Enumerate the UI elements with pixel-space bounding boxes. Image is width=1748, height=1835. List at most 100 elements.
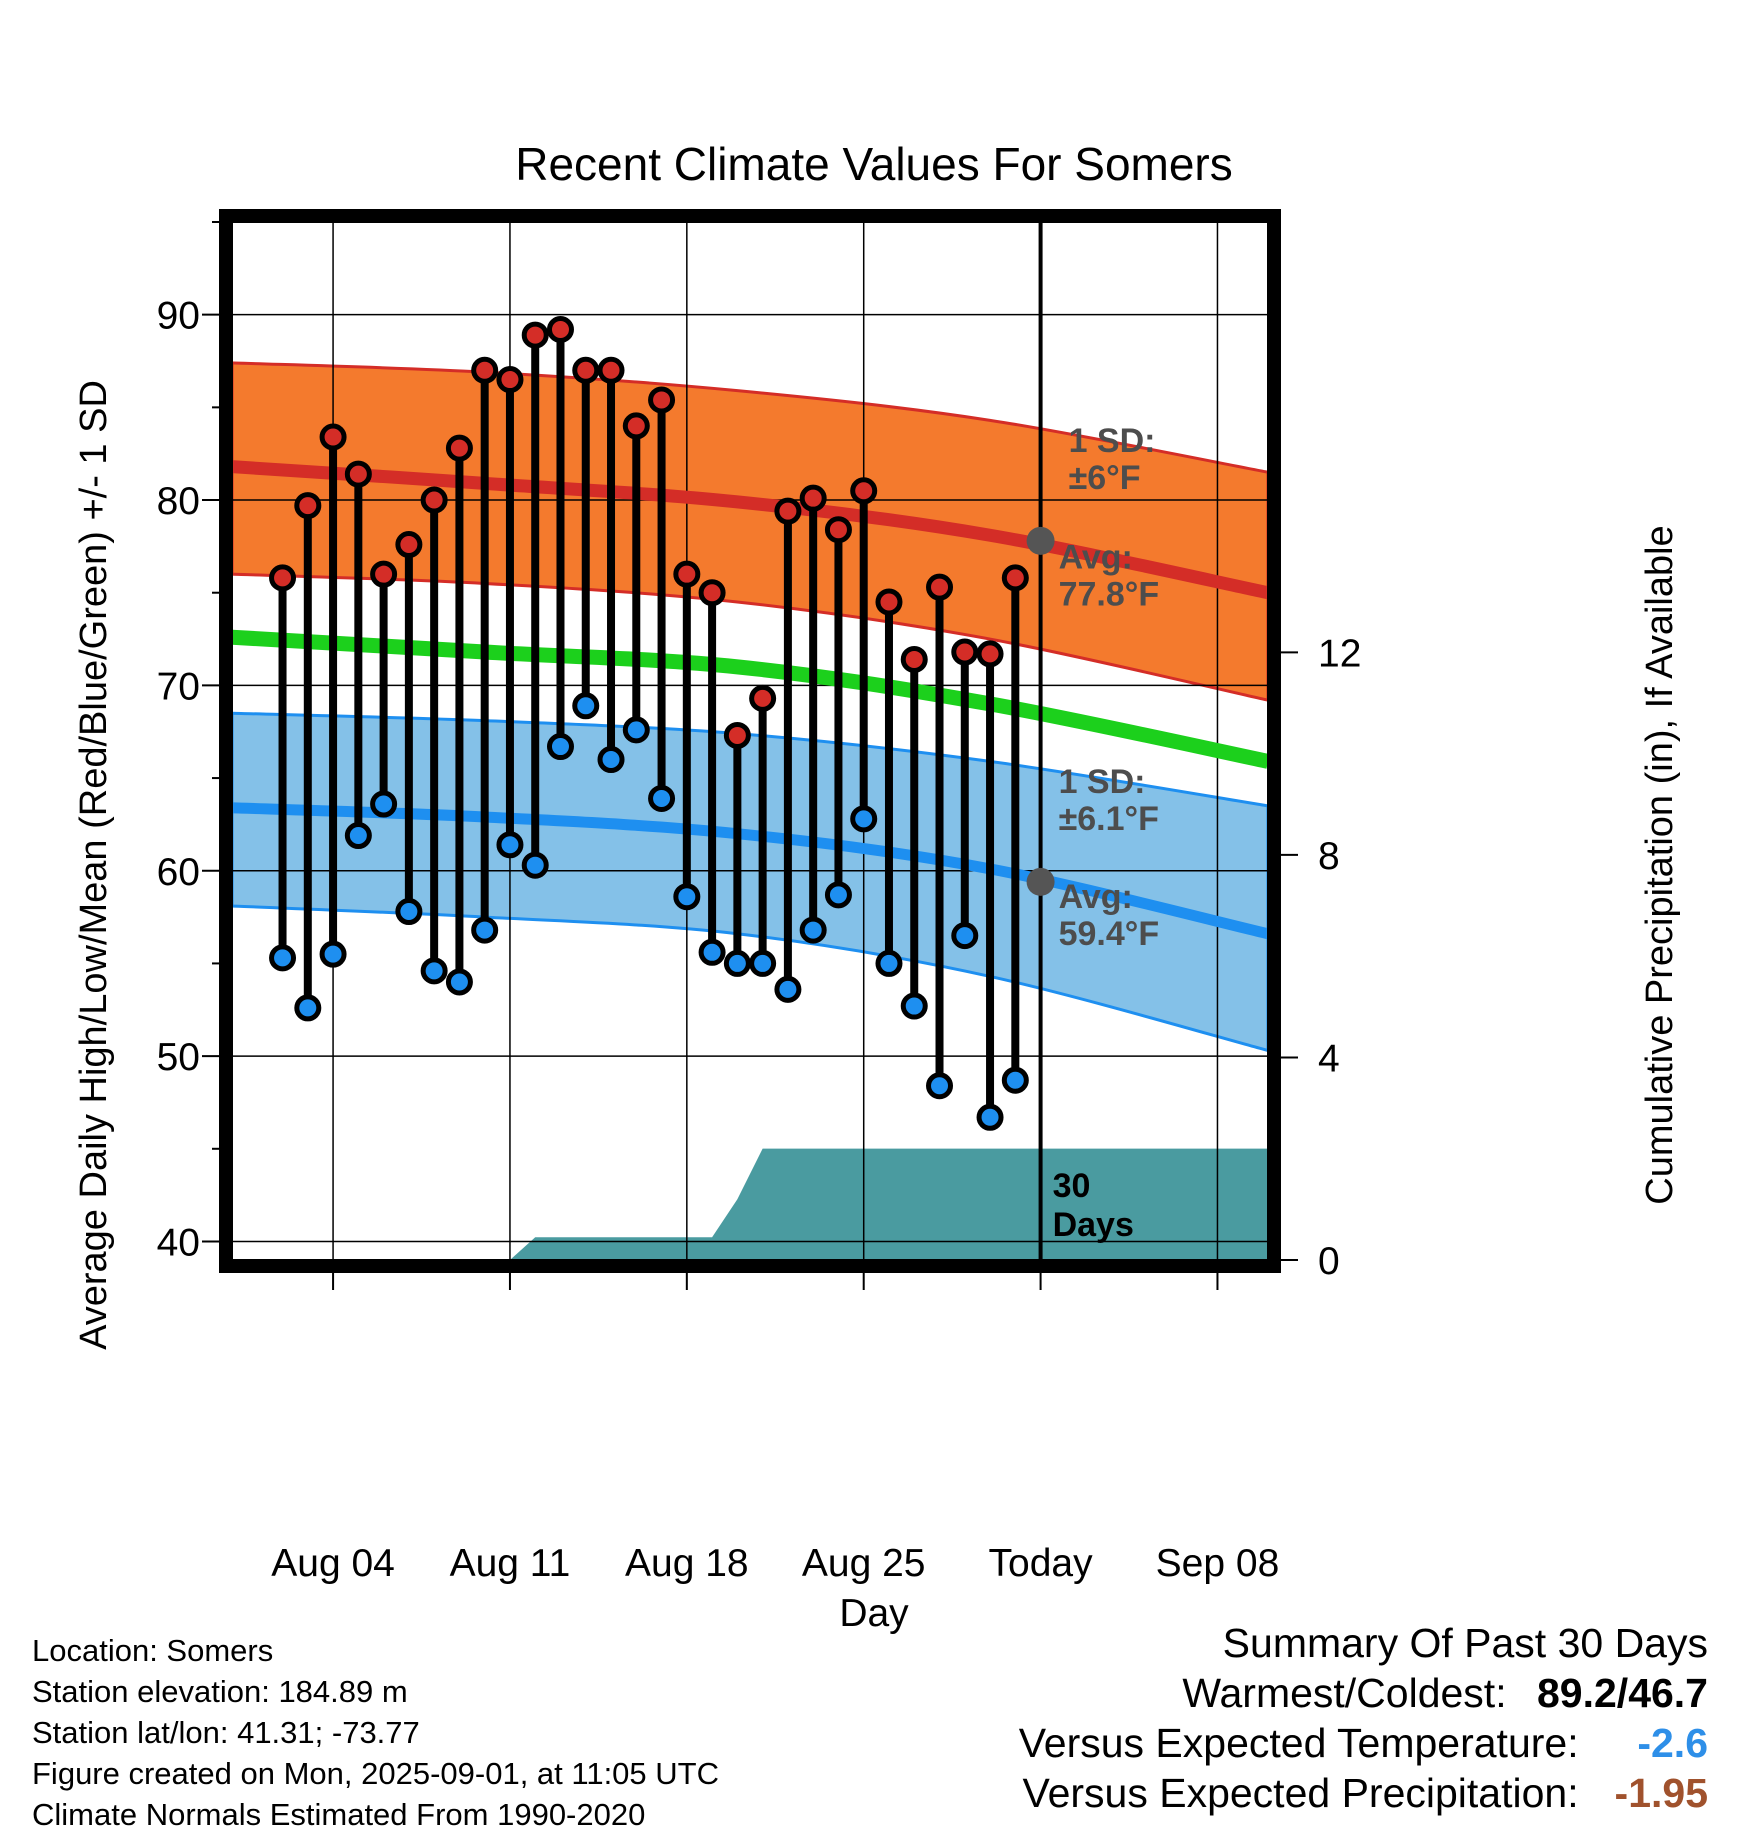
y-axis-label: Average Daily High/Low/Mean (Red/Blue/Gr… — [73, 380, 115, 1350]
high-point — [1001, 564, 1029, 592]
high-point — [269, 564, 297, 592]
high-point — [673, 560, 701, 588]
low-point — [597, 746, 625, 774]
low-point — [799, 916, 827, 944]
x-tick-label: Aug 25 — [802, 1542, 926, 1585]
warm-cold-value: 89.2/46.7 — [1537, 1670, 1708, 1716]
low-point — [749, 949, 777, 977]
low-sd-value: ±6.1°F — [1059, 800, 1159, 838]
high-point — [774, 497, 802, 525]
low-point — [445, 968, 473, 996]
high-point — [294, 492, 322, 520]
high-avg-label: Avg: — [1059, 539, 1133, 577]
x-tick-label: Today — [989, 1542, 1094, 1585]
high-point — [824, 516, 852, 544]
low-point — [723, 949, 751, 977]
low-point — [673, 883, 701, 911]
temp-label: Versus Expected Temperature: — [1018, 1720, 1579, 1766]
info-created: Figure created on Mon, 2025-09-01, at 11… — [32, 1756, 719, 1791]
x-tick-label: Sep 08 — [1156, 1542, 1280, 1585]
high-point — [471, 356, 499, 384]
days-word-label: Days — [1053, 1206, 1134, 1244]
high-point — [976, 640, 1004, 668]
high-point — [900, 645, 928, 673]
low-point — [951, 922, 979, 950]
y-tick-label: 70 — [157, 665, 200, 708]
low-point — [926, 1072, 954, 1100]
y-tick-label: 60 — [157, 851, 200, 894]
high-point — [597, 356, 625, 384]
normal-high-line — [232, 460, 1268, 600]
low-point — [496, 831, 524, 859]
y2-tick-label: 0 — [1318, 1240, 1340, 1283]
low-point — [395, 898, 423, 926]
info-location: Location: Somers — [32, 1633, 274, 1668]
low-point — [1001, 1066, 1029, 1094]
plot-area — [232, 222, 1268, 1260]
info-normals: Climate Normals Estimated From 1990-2020 — [32, 1797, 646, 1832]
low-point — [420, 957, 448, 985]
high-point — [344, 460, 372, 488]
chart-title: Recent Climate Values For Somers — [515, 138, 1233, 190]
y-tick-label: 90 — [157, 295, 200, 338]
today-low-avg-marker — [1026, 867, 1055, 896]
high-point — [723, 721, 751, 749]
high-point — [648, 386, 676, 414]
low-point — [572, 692, 600, 720]
low-avg-label: Avg: — [1059, 878, 1133, 916]
low-point — [521, 851, 549, 879]
x-axis-label: Day — [839, 1592, 909, 1635]
x-tick-label: Aug 11 — [450, 1542, 571, 1585]
summary-panel: Summary Of Past 30 Days Warmest/Coldest:… — [1019, 1618, 1708, 1818]
high-point — [875, 588, 903, 616]
info-elevation: Station elevation: 184.89 m — [32, 1674, 408, 1709]
low-point — [269, 944, 297, 972]
low-point — [622, 716, 650, 744]
high-sd-label: 1 SD: — [1069, 422, 1156, 460]
y-tick-label: 40 — [157, 1221, 200, 1264]
summary-precip: Versus Expected Precipitation: -1.95 — [1019, 1768, 1709, 1818]
y-tick-label: 50 — [157, 1036, 200, 1079]
high-sd-value: ±6°F — [1069, 459, 1141, 497]
low-point — [344, 822, 372, 850]
high-point — [395, 531, 423, 559]
low-point — [976, 1103, 1004, 1131]
low-point — [370, 790, 398, 818]
high-point — [749, 684, 777, 712]
y2-tick-label: 8 — [1318, 835, 1340, 878]
y2-tick-label: 4 — [1318, 1037, 1340, 1080]
summary-temp: Versus Expected Temperature: -2.6 — [1019, 1718, 1708, 1768]
warm-cold-label: Warmest/Coldest: — [1182, 1670, 1507, 1716]
x-tick-label: Aug 04 — [271, 1542, 395, 1585]
days-count-label: 30 — [1053, 1167, 1091, 1205]
high-point — [521, 321, 549, 349]
high-point — [799, 484, 827, 512]
low-point — [900, 992, 928, 1020]
summary-warm-cold: Warmest/Coldest: 89.2/46.7 — [1019, 1668, 1708, 1718]
high-point — [319, 423, 347, 451]
high-point — [622, 412, 650, 440]
station-info: Location: Somers Station elevation: 184.… — [32, 1630, 719, 1835]
y-tick-label: 80 — [157, 480, 200, 523]
low-point — [648, 784, 676, 812]
high-point — [951, 638, 979, 666]
summary-heading: Summary Of Past 30 Days — [1222, 1620, 1708, 1666]
y2-tick-label: 12 — [1318, 632, 1361, 675]
precip-area — [232, 1148, 1268, 1260]
low-point — [294, 994, 322, 1022]
high-point — [850, 477, 878, 505]
low-point — [850, 805, 878, 833]
high-point — [546, 316, 574, 344]
low-sd-label: 1 SD: — [1059, 763, 1146, 801]
high-point — [445, 434, 473, 462]
high-avg-value: 77.8°F — [1059, 576, 1160, 614]
high-point — [698, 579, 726, 607]
low-point — [319, 940, 347, 968]
high-point — [572, 356, 600, 384]
info-latlon: Station lat/lon: 41.31; -73.77 — [32, 1715, 420, 1750]
temp-value: -2.6 — [1637, 1720, 1708, 1766]
precip-value: -1.95 — [1614, 1770, 1708, 1816]
precip-label: Versus Expected Precipitation: — [1022, 1770, 1579, 1816]
low-point — [471, 916, 499, 944]
